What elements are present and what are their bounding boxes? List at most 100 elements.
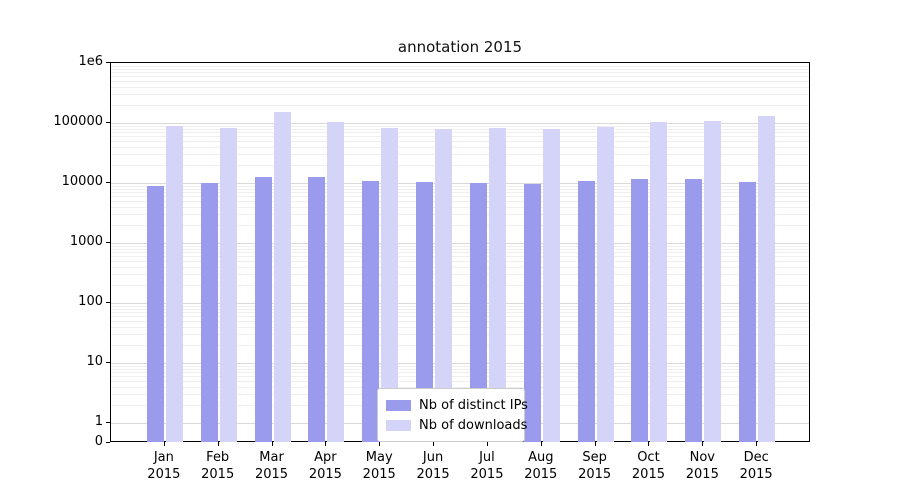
minor-gridline [111, 81, 809, 83]
major-gridline [111, 243, 809, 244]
minor-gridline [111, 245, 809, 247]
minor-gridline [111, 76, 809, 78]
minor-gridline [111, 261, 809, 263]
bar [523, 184, 541, 442]
legend-label: Nb of downloads [419, 417, 528, 433]
legend-swatch [386, 419, 411, 431]
bar [435, 129, 453, 442]
minor-gridline [111, 94, 809, 96]
minor-gridline [111, 312, 809, 314]
x-tick-label: Mar 2015 [254, 450, 289, 482]
minor-gridline [111, 188, 809, 190]
legend-swatch [386, 399, 411, 411]
x-tick [594, 442, 596, 446]
minor-gridline [111, 201, 809, 203]
y-tick-label: 10 [86, 354, 103, 369]
minor-gridline [111, 266, 809, 268]
legend: Nb of distinct IPs Nb of downloads [377, 388, 528, 442]
bar [381, 127, 399, 442]
minor-gridline [111, 274, 809, 276]
x-tick-label: Aug 2015 [524, 450, 558, 482]
x-tick-label: Jun 2015 [416, 450, 450, 482]
minor-gridline [111, 154, 809, 156]
bar [219, 127, 237, 442]
y-tick [106, 302, 110, 303]
minor-gridline [111, 321, 809, 323]
minor-gridline [111, 224, 809, 226]
y-tick [106, 362, 110, 363]
x-tick [163, 442, 165, 446]
major-gridline [111, 363, 809, 364]
x-tick [540, 442, 542, 446]
plot-area [110, 62, 810, 442]
x-tick-label: Feb 2015 [201, 450, 235, 482]
chart-title: annotation 2015 [397, 38, 523, 56]
x-tick-label: Nov 2015 [685, 450, 719, 482]
minor-gridline [111, 248, 809, 250]
y-tick [106, 422, 110, 423]
major-gridline [111, 123, 809, 124]
y-tick [106, 442, 110, 443]
x-tick-label: Jan 2015 [147, 450, 181, 482]
minor-gridline [111, 316, 809, 318]
y-tick-label: 100000 [53, 114, 103, 129]
x-tick-label: Jul 2015 [470, 450, 504, 482]
bar [596, 126, 614, 442]
x-tick-label: May 2015 [362, 450, 396, 482]
y-tick-label: 1e6 [78, 54, 103, 69]
y-tick-label: 1 [94, 414, 103, 429]
minor-gridline [111, 334, 809, 336]
y-tick-label: 1000 [69, 234, 103, 249]
bar [273, 112, 291, 442]
x-tick [648, 442, 650, 446]
minor-gridline [111, 308, 809, 310]
bar [488, 127, 506, 442]
x-tick [433, 442, 435, 446]
bar [758, 116, 776, 442]
x-tick [217, 442, 219, 446]
minor-gridline [111, 72, 809, 74]
bar [362, 180, 380, 442]
bar [416, 182, 434, 442]
minor-gridline [111, 376, 809, 378]
bar [327, 122, 345, 442]
x-tick-label: Dec 2015 [739, 450, 773, 482]
minor-gridline [111, 305, 809, 307]
bar [631, 179, 649, 442]
bar [650, 121, 668, 442]
x-tick-label: Oct 2015 [631, 450, 665, 482]
legend-label: Nb of distinct IPs [419, 397, 528, 413]
minor-gridline [111, 365, 809, 367]
major-gridline [111, 303, 809, 304]
x-tick [702, 442, 704, 446]
x-tick-label: Apr 2015 [308, 450, 342, 482]
minor-gridline [111, 146, 809, 148]
minor-gridline [111, 372, 809, 374]
bar [469, 183, 487, 442]
bar [308, 177, 326, 442]
minor-gridline [111, 65, 809, 67]
minor-gridline [111, 326, 809, 328]
minor-gridline [111, 185, 809, 187]
bar [739, 182, 757, 442]
minor-gridline [111, 368, 809, 370]
major-gridline [111, 183, 809, 184]
x-tick [271, 442, 273, 446]
legend-item: Nb of distinct IPs [386, 395, 528, 415]
bar [704, 121, 722, 442]
bar [200, 183, 218, 442]
x-tick-label: Sep 2015 [578, 450, 612, 482]
y-tick-label: 0 [94, 434, 103, 449]
minor-gridline [111, 386, 809, 388]
minor-gridline [111, 86, 809, 88]
y-tick-label: 10000 [61, 174, 103, 189]
bar [577, 181, 595, 442]
x-tick [379, 442, 381, 446]
minor-gridline [111, 196, 809, 198]
minor-gridline [111, 344, 809, 346]
legend-item: Nb of downloads [386, 415, 527, 435]
y-tick [106, 122, 110, 123]
bar [685, 179, 703, 442]
x-tick [486, 442, 488, 446]
